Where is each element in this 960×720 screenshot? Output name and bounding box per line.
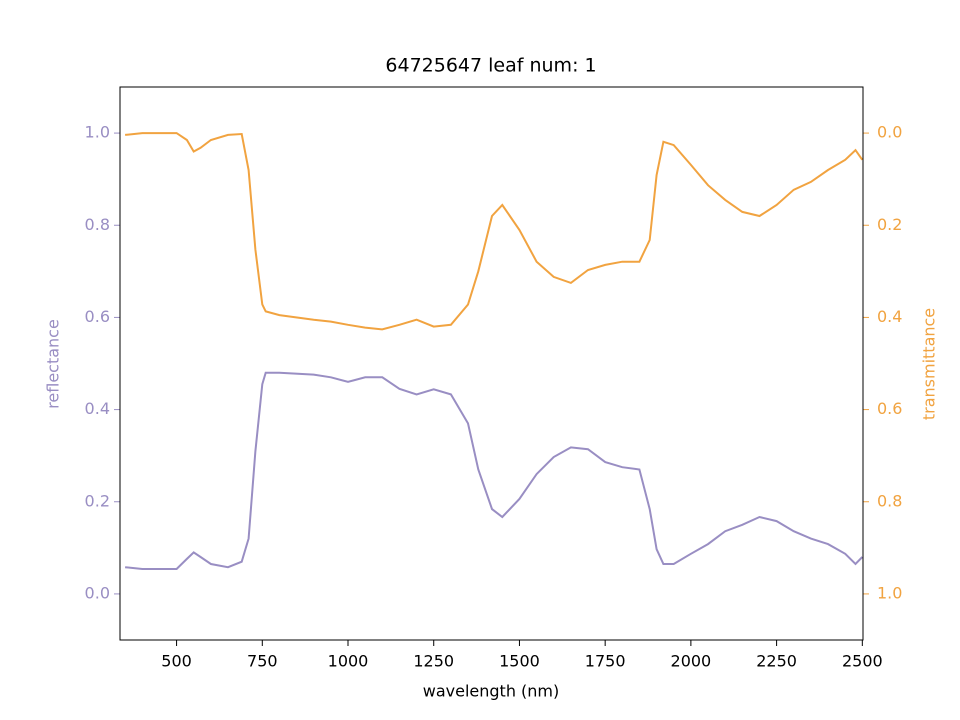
y-axis-label: reflectance: [44, 319, 63, 409]
x-axis-label: wavelength (nm): [423, 682, 560, 701]
y-tick-label: 0.8: [85, 215, 110, 234]
data-line: [124, 132, 864, 331]
y-tick-label: 0.2: [85, 491, 110, 510]
x-tick-label: 1750: [585, 652, 626, 671]
y2-axis-label: transmittance: [920, 308, 939, 420]
x-tick-label: 1250: [413, 652, 454, 671]
chart-title: 64725647 leaf num: 1: [385, 55, 596, 77]
y-tick-label: 0.4: [85, 399, 110, 418]
y2-tick-label: 0.2: [877, 215, 902, 234]
x-tick-label: 750: [247, 652, 278, 671]
y2-tick-label: 1.0: [877, 583, 902, 602]
x-tick-label: 1000: [328, 652, 369, 671]
y2-tick-label: 0.0: [877, 123, 902, 142]
y-tick-label: 0.0: [85, 583, 110, 602]
y2-tick-label: 0.6: [877, 399, 902, 418]
x-tick-label: 2250: [756, 652, 797, 671]
x-tick-label: 2500: [842, 652, 883, 671]
x-tick-label: 2000: [671, 652, 712, 671]
plot-frame: [119, 86, 864, 641]
x-tick-label: 500: [161, 652, 192, 671]
y2-tick-label: 0.4: [877, 307, 902, 326]
y2-tick-label: 0.8: [877, 491, 902, 510]
x-tick-label: 1500: [499, 652, 540, 671]
data-line: [124, 371, 864, 570]
y-tick-label: 1.0: [85, 123, 110, 142]
y-tick-label: 0.6: [85, 307, 110, 326]
